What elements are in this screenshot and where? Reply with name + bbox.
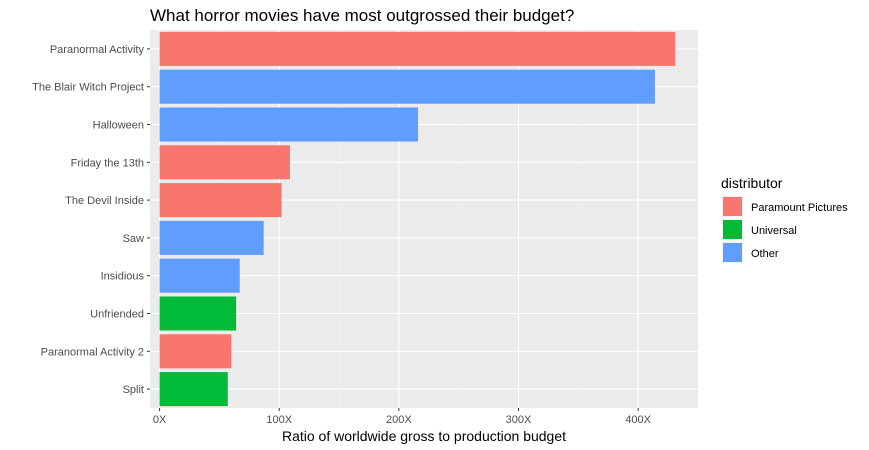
legend-label: Universal (751, 225, 797, 237)
bar-saw (159, 220, 264, 255)
y-tick-label: Paranormal Activity 2 (41, 346, 144, 358)
bar-the-blair-witch-project (159, 69, 655, 104)
x-tick-label: 400X (625, 414, 651, 426)
bar-insidious (159, 258, 240, 293)
legend-title: distributor (721, 175, 783, 191)
x-tick-label: 0X (153, 414, 167, 426)
legend-swatch (723, 243, 742, 262)
bar-paranormal-activity-2 (159, 334, 232, 369)
bar-halloween (159, 107, 419, 142)
x-tick-label: 300X (506, 414, 532, 426)
y-tick-label: The Devil Inside (65, 195, 144, 207)
legend-swatch (723, 220, 742, 239)
y-tick-label: Insidious (101, 271, 145, 283)
y-tick-label: Halloween (93, 120, 144, 132)
bar-split (159, 372, 228, 407)
y-axis: Paranormal Activity The Blair Witch Proje… (32, 44, 150, 396)
x-tick-label: 100X (266, 414, 292, 426)
y-tick-label: Saw (123, 233, 144, 245)
chart-title: What horror movies have most outgrossed … (150, 6, 574, 25)
legend: distributor Paramount Pictures Universal O… (721, 175, 848, 263)
y-tick-label: Split (123, 384, 144, 396)
legend-swatch (723, 197, 742, 216)
y-tick-label: Friday the 13th (71, 157, 144, 169)
bar-paranormal-activity (159, 31, 676, 66)
bar-unfriended (159, 296, 237, 331)
y-tick-label: The Blair Witch Project (32, 82, 144, 94)
legend-label: Other (751, 248, 779, 260)
bar-the-devil-inside (159, 183, 282, 218)
x-tick-label: 200X (386, 414, 412, 426)
legend-items: Paramount Pictures Universal Other (722, 196, 848, 263)
y-tick-label: Paranormal Activity (50, 44, 145, 56)
legend-label: Paramount Pictures (751, 202, 848, 214)
y-tick-label: Unfriended (90, 309, 144, 321)
bar-friday-the-13th (159, 145, 290, 180)
bars (159, 31, 676, 407)
x-axis-title: Ratio of worldwide gross to production b… (282, 428, 566, 444)
x-axis: 0X 100X 200X 300X 400X (153, 408, 652, 426)
